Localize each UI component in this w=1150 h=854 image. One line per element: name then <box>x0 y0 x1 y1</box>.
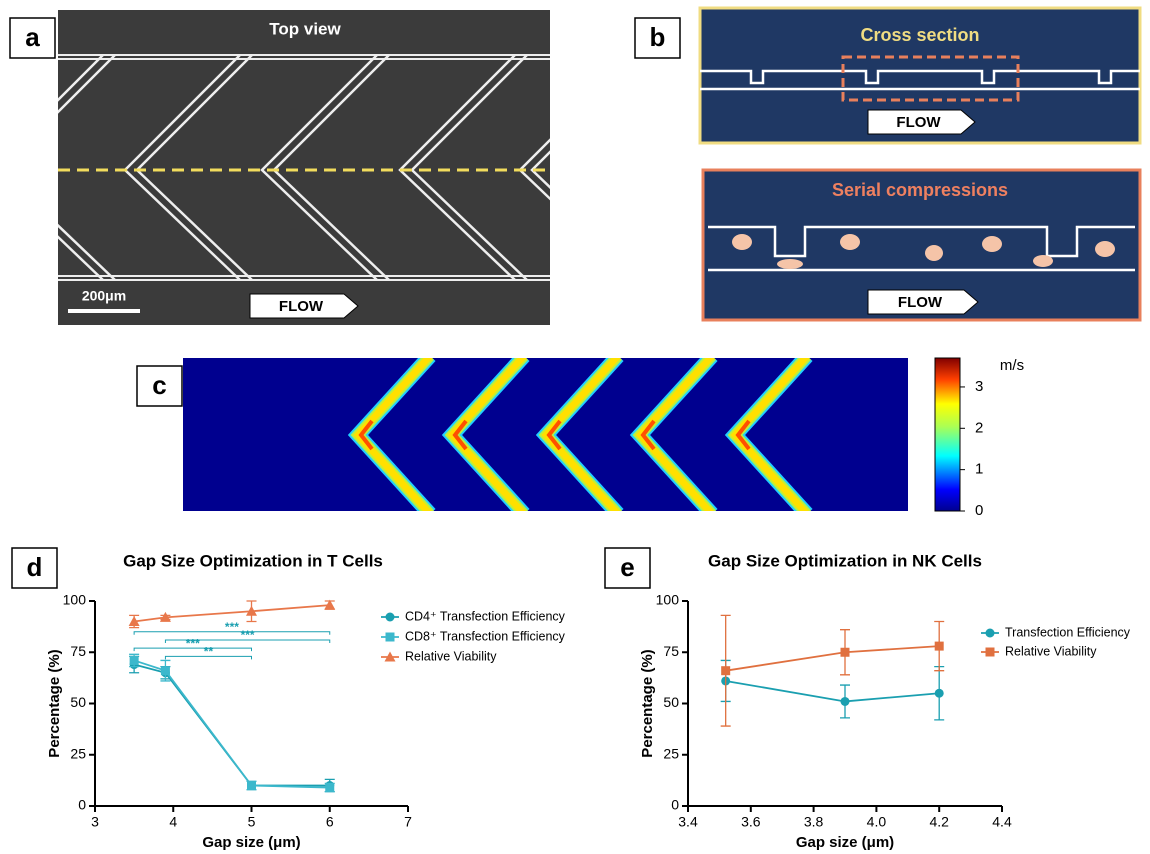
marker <box>721 666 730 675</box>
y-tick-label: 0 <box>78 797 86 813</box>
colorbar-tick-label: 0 <box>975 502 983 519</box>
flow-label: FLOW <box>898 294 943 311</box>
x-tick-label: 7 <box>404 814 412 830</box>
x-tick-label: 4.4 <box>992 814 1012 830</box>
marker <box>161 666 170 675</box>
panel-a-title: Top view <box>269 19 341 38</box>
legend-label: Transfection Efficiency <box>1005 625 1131 639</box>
colorbar-tick-label: 2 <box>975 419 983 436</box>
page: Figure { "panels": { "a": {"label": "a",… <box>0 0 1150 854</box>
significance-label: *** <box>186 636 200 650</box>
series-line <box>726 681 940 702</box>
marker <box>130 656 139 665</box>
scale-label: 200μm <box>82 288 126 304</box>
y-tick-label: 75 <box>70 643 86 659</box>
y-tick-label: 100 <box>656 592 680 608</box>
cross-section-title: Cross section <box>860 25 979 45</box>
cell <box>925 245 943 261</box>
x-tick-label: 3.4 <box>678 814 698 830</box>
x-tick-label: 3 <box>91 814 99 830</box>
marker <box>935 689 944 698</box>
panel-label: a <box>25 22 40 52</box>
y-tick-label: 25 <box>70 745 86 761</box>
cell <box>1033 255 1053 267</box>
y-axis-label: Percentage (%) <box>639 649 656 757</box>
x-tick-label: 6 <box>326 814 334 830</box>
panel-label: b <box>650 22 666 52</box>
x-axis-label: Gap size (μm) <box>796 834 894 851</box>
panel-label: d <box>27 552 43 582</box>
marker <box>935 642 944 651</box>
cell <box>840 234 860 250</box>
significance-label: *** <box>241 628 255 642</box>
series-line <box>134 665 330 786</box>
cell <box>1095 241 1115 257</box>
marker <box>325 783 334 792</box>
flow-label: FLOW <box>279 298 324 315</box>
colorbar-unit: m/s <box>1000 357 1024 374</box>
x-tick-label: 4 <box>169 814 177 830</box>
cell <box>732 234 752 250</box>
chart-title: Gap Size Optimization in T Cells <box>123 551 383 570</box>
x-tick-label: 4.0 <box>867 814 887 830</box>
body: Top view 200μm Cross section Serial comp… <box>0 0 1150 854</box>
colorbar-tick-label: 3 <box>975 378 983 395</box>
x-tick-label: 4.2 <box>929 814 949 830</box>
x-tick-label: 3.6 <box>741 814 761 830</box>
series-line <box>726 646 940 671</box>
panel-label: e <box>620 552 634 582</box>
y-tick-label: 0 <box>671 797 679 813</box>
marker <box>247 781 256 790</box>
serial-title: Serial compressions <box>832 180 1008 200</box>
y-tick-label: 50 <box>70 694 86 710</box>
marker <box>386 633 395 642</box>
y-tick-label: 50 <box>663 694 679 710</box>
colorbar-tick-label: 1 <box>975 461 983 478</box>
figure: Top view 200μm Cross section Serial comp… <box>0 0 1150 854</box>
cell <box>777 259 803 269</box>
flow-label: FLOW <box>896 114 941 131</box>
y-tick-label: 25 <box>663 745 679 761</box>
significance-label: ** <box>204 645 214 659</box>
panel-label: c <box>152 370 166 400</box>
marker <box>986 629 995 638</box>
marker <box>986 648 995 657</box>
legend-label: Relative Viability <box>405 649 497 663</box>
x-tick-label: 3.8 <box>804 814 824 830</box>
legend-label: CD8⁺ Transfection Efficiency <box>405 629 566 643</box>
x-tick-label: 5 <box>248 814 256 830</box>
y-tick-label: 100 <box>63 592 87 608</box>
micrograph <box>58 10 550 325</box>
legend-label: Relative Viability <box>1005 644 1097 658</box>
y-tick-label: 75 <box>663 643 679 659</box>
marker <box>841 697 850 706</box>
chart-title: Gap Size Optimization in NK Cells <box>708 551 982 570</box>
legend-label: CD4⁺ Transfection Efficiency <box>405 609 566 623</box>
colorbar <box>935 358 960 511</box>
x-axis-label: Gap size (μm) <box>202 834 300 851</box>
marker <box>841 648 850 657</box>
marker <box>386 613 395 622</box>
significance-label: *** <box>225 620 239 634</box>
y-axis-label: Percentage (%) <box>46 649 63 757</box>
cell <box>982 236 1002 252</box>
